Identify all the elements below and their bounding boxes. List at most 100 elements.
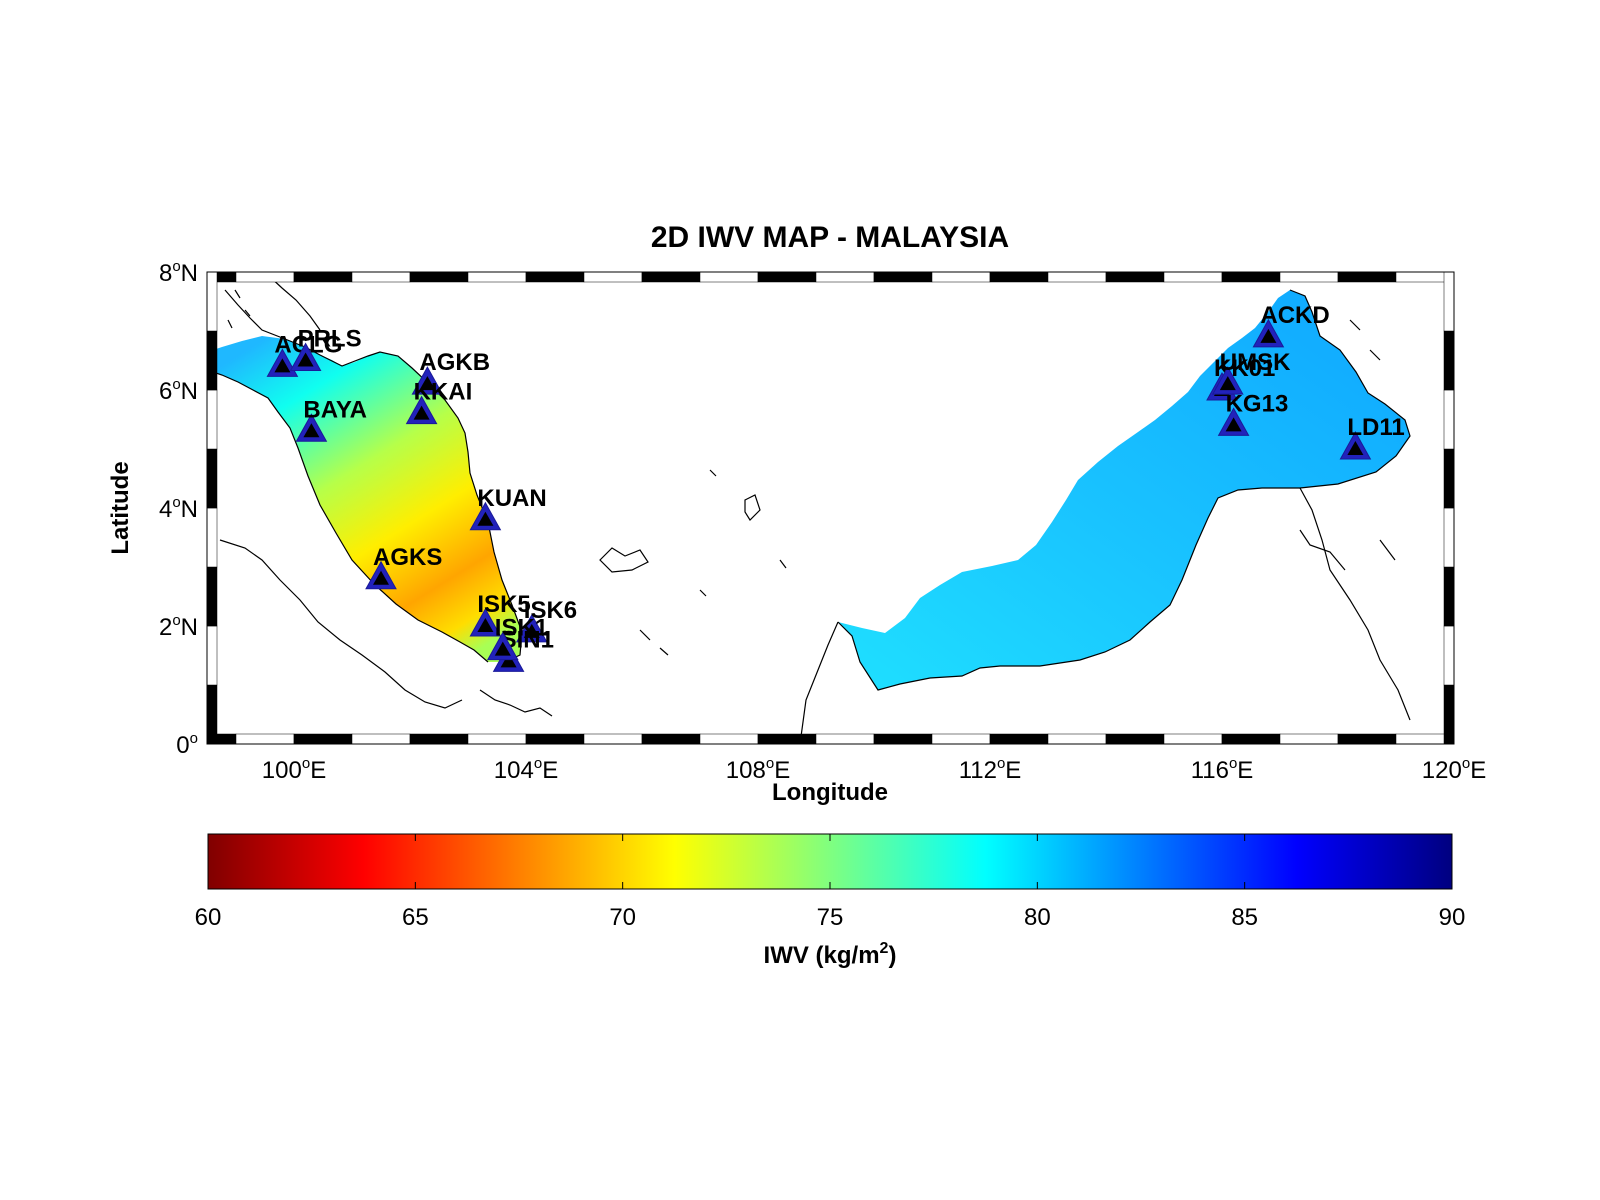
frame-segment (206, 448, 218, 509)
frame-segment (1443, 566, 1455, 627)
map-title: 2D IWV MAP - MALAYSIA (651, 221, 1009, 254)
frame-segment (1443, 625, 1455, 686)
map-plot-area: ACLGPRLSAGKBKKAIBAYAKUANAGKSISK5ISK6SIN1… (206, 271, 1455, 745)
colorbar-label: IWV (kg/m2) (764, 940, 897, 969)
frame-segment (206, 625, 218, 686)
station-label: AGKB (419, 349, 490, 376)
frame-segment (206, 566, 218, 627)
frame-outline (206, 271, 1455, 745)
frame-segment (1163, 733, 1223, 745)
frame-segment (206, 271, 218, 332)
frame-segment (235, 733, 295, 745)
station-kkai: KKAI (405, 379, 473, 425)
frame-segment (293, 733, 353, 745)
x-tick-label: 112oE (959, 755, 1022, 784)
frame-segment (525, 271, 585, 283)
frame-segment (351, 733, 411, 745)
frame-segment (1337, 733, 1397, 745)
station-ackd: ACKD (1252, 302, 1330, 348)
x-tick-label: 104oE (494, 755, 558, 784)
station-triangle-inner (297, 352, 314, 367)
station-triangle-inner (303, 423, 320, 438)
station-baya: BAYA (295, 396, 367, 442)
station-label: ISK5 (477, 591, 530, 618)
frame-segment (1443, 389, 1455, 450)
colorbar-tick-label: 75 (817, 904, 844, 931)
station-isk6: ISK6 (515, 597, 577, 643)
x-tick-label: 108oE (726, 755, 790, 784)
station-label: KG13 (1226, 390, 1289, 417)
frame-segment (467, 733, 527, 745)
frame-segment (641, 733, 701, 745)
frame-segment (989, 733, 1049, 745)
colorbar: 60 65 70 75 80 85 90 IWV (kg/m2) (195, 833, 1466, 969)
colorbar-label-end: ) (888, 942, 896, 969)
frame-segment (235, 271, 295, 283)
x-axis-label: Longitude (772, 779, 888, 806)
frame-segment (699, 271, 759, 283)
x-tick-labels: 100oE 104oE 108oE 112oE 116oE 120oE (262, 755, 1486, 784)
frame-segment (1221, 271, 1281, 283)
station-kuan: KUAN (469, 485, 547, 531)
frame-segment (409, 271, 469, 283)
station-label: LD11 (1347, 414, 1404, 441)
frame-segment (1047, 733, 1107, 745)
station-agkb: AGKB (411, 349, 490, 395)
station-triangle-inner (1219, 376, 1236, 391)
x-tick-label: 120oE (1422, 755, 1486, 784)
x-tick-label: 100oE (262, 755, 326, 784)
frame-segment (873, 733, 933, 745)
frame-segment (206, 684, 218, 745)
station-triangle-inner (494, 641, 511, 656)
station-triangle-inner (419, 376, 436, 391)
colorbar-tick-label: 70 (609, 904, 636, 931)
frame-segment (351, 271, 411, 283)
colorbar-label-superscript: 2 (880, 940, 889, 957)
frame-segment (1443, 507, 1455, 568)
map-frame (206, 271, 1455, 745)
frame-segment (409, 733, 469, 745)
y-tick-label: 6oN (159, 376, 198, 405)
station-label: AGKS (373, 544, 442, 571)
station-triangle-inner (1260, 328, 1277, 343)
colorbar-gradient (207, 833, 1453, 890)
frame-segment (1279, 733, 1339, 745)
colorbar-tick-label: 80 (1024, 904, 1051, 931)
station-triangle-inner (373, 570, 389, 585)
y-tick-labels: 0o 2oN 4oN 6oN 8oN (159, 258, 198, 759)
frame-segment (206, 507, 218, 568)
colorbar-tick-label: 90 (1439, 904, 1466, 931)
station-kg13: KG13 (1217, 390, 1289, 436)
station-umsk: UMSK (1211, 349, 1291, 395)
frame-segment (641, 271, 701, 283)
station-label: ISK1 (495, 615, 548, 642)
station-triangle-inner (523, 623, 540, 638)
frame-segment (1279, 271, 1339, 283)
frame-segment (699, 733, 759, 745)
station-triangle-inner (413, 405, 430, 420)
station-label: BAYA (303, 396, 367, 423)
colorbar-tick-label: 60 (195, 904, 222, 931)
frame-segment (206, 389, 218, 450)
station-label: PRLS (298, 326, 362, 353)
colorbar-label-main: IWV (kg/m (764, 942, 880, 969)
station-triangle-inner (477, 511, 494, 526)
iwv-field-peninsula (207, 336, 522, 662)
frame-segment (1047, 271, 1107, 283)
frame-segment (525, 733, 585, 745)
iwv-field-borneo (838, 290, 1410, 690)
frame-segment (583, 271, 643, 283)
frame-segment (1443, 448, 1455, 509)
station-agks: AGKS (365, 544, 442, 590)
frame-segment (293, 271, 353, 283)
frame-segment (757, 271, 817, 283)
colorbar-tick-label: 85 (1231, 904, 1258, 931)
frame-segment (583, 733, 643, 745)
frame-segment (1443, 330, 1455, 391)
station-label: KKAI (414, 379, 473, 406)
y-tick-label: 0o (176, 730, 198, 759)
frame-segment (1163, 271, 1223, 283)
frame-segment (467, 271, 527, 283)
station-isk1: ISK1 (486, 615, 548, 661)
